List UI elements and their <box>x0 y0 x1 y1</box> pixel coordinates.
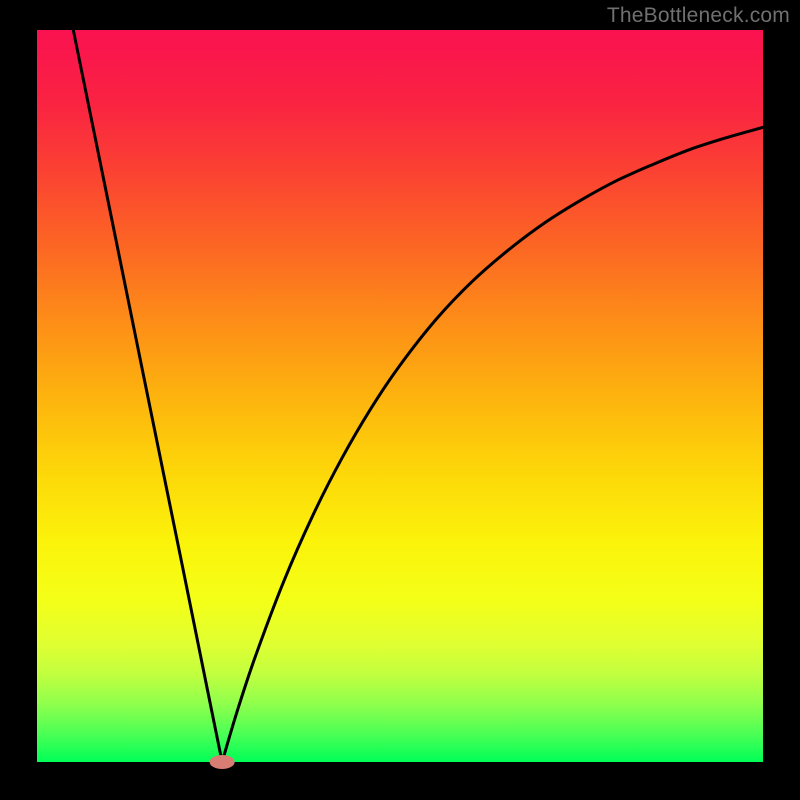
plot-background <box>37 30 763 762</box>
chart-frame: TheBottleneck.com <box>0 0 800 800</box>
watermark-label: TheBottleneck.com <box>607 4 790 28</box>
bottleneck-chart <box>0 0 800 800</box>
minimum-marker <box>210 756 234 769</box>
